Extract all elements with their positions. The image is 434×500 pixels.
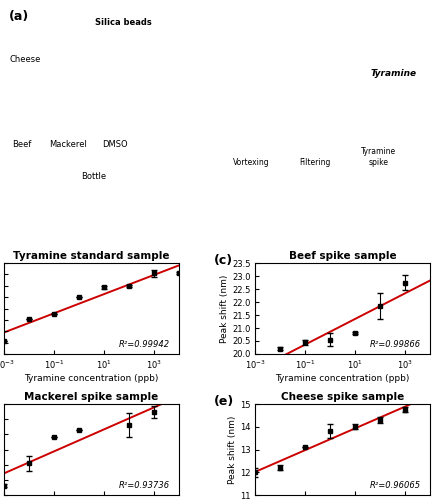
Text: (c): (c) bbox=[214, 254, 233, 267]
Text: Bottle: Bottle bbox=[81, 172, 106, 181]
Text: R²=0.93736: R²=0.93736 bbox=[119, 480, 170, 490]
X-axis label: Tyramine concentration (ppb): Tyramine concentration (ppb) bbox=[275, 374, 410, 383]
Text: (a): (a) bbox=[9, 10, 29, 24]
Title: Cheese spike sample: Cheese spike sample bbox=[281, 392, 404, 402]
Title: Mackerel spike sample: Mackerel spike sample bbox=[24, 392, 158, 402]
Title: Beef spike sample: Beef spike sample bbox=[289, 251, 396, 261]
Text: Vortexing: Vortexing bbox=[233, 158, 270, 167]
Text: Filtering: Filtering bbox=[299, 158, 331, 167]
Text: Tyramine: Tyramine bbox=[371, 69, 417, 78]
Text: (e): (e) bbox=[214, 395, 234, 408]
Y-axis label: Peak shift (nm): Peak shift (nm) bbox=[228, 416, 237, 484]
Text: R²=0.99866: R²=0.99866 bbox=[370, 340, 421, 348]
Text: Silica beads: Silica beads bbox=[95, 18, 152, 26]
Text: Tyramine
spike: Tyramine spike bbox=[361, 148, 396, 167]
Y-axis label: Peak shift (nm): Peak shift (nm) bbox=[220, 274, 229, 342]
Text: R²=0.96065: R²=0.96065 bbox=[370, 480, 421, 490]
Text: Mackerel: Mackerel bbox=[49, 140, 87, 149]
Text: Beef: Beef bbox=[12, 140, 31, 149]
Text: Cheese: Cheese bbox=[10, 56, 41, 64]
Text: DMSO: DMSO bbox=[102, 140, 128, 149]
Text: R²=0.99942: R²=0.99942 bbox=[119, 340, 170, 348]
Title: Tyramine standard sample: Tyramine standard sample bbox=[13, 251, 170, 261]
X-axis label: Tyramine concentration (ppb): Tyramine concentration (ppb) bbox=[24, 374, 159, 383]
